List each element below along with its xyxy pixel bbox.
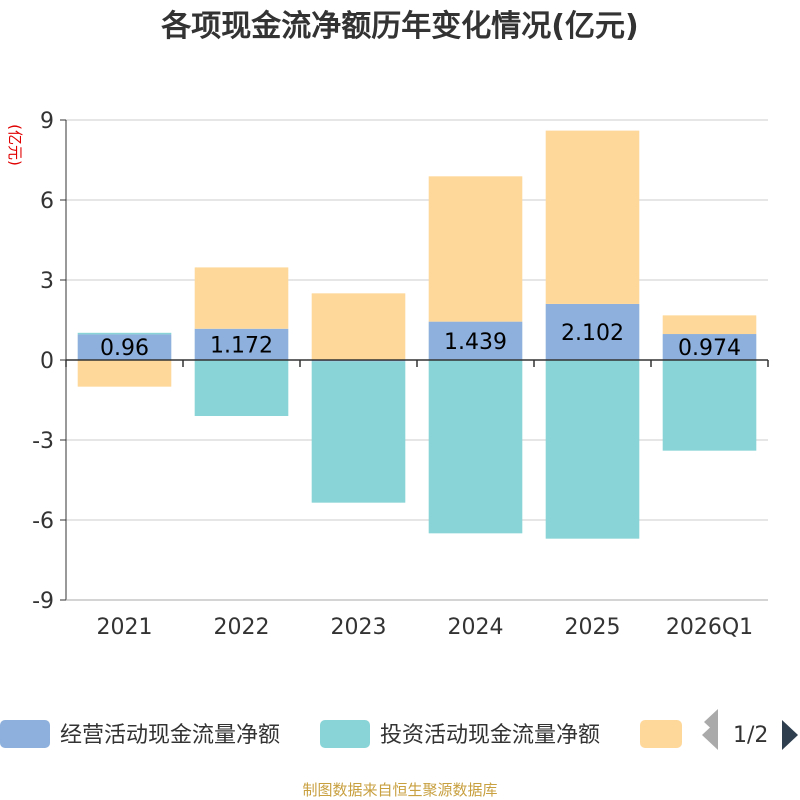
- legend-next-arrow-icon[interactable]: [782, 720, 798, 750]
- y-tick-label: 6: [40, 189, 54, 214]
- bar-2026Q1-series-0[interactable]: [662, 334, 757, 360]
- bar-2022-series-0[interactable]: [194, 328, 289, 360]
- bar-2024-series-1[interactable]: [428, 360, 523, 534]
- bar-2023-series-2[interactable]: [311, 293, 406, 360]
- axes: 9 6 3 0 -3 -6 -9 2021 2022 2023 2024 2025 2026Q1: [32, 109, 769, 640]
- x-tick-label: 2024: [448, 615, 504, 640]
- y-tick-label: 3: [40, 269, 54, 294]
- bar-2021-series-2[interactable]: [77, 360, 172, 387]
- bar-2022-series-1[interactable]: [194, 360, 289, 416]
- bar-2026Q1-series-2[interactable]: [662, 315, 757, 335]
- data-labels: 0.96 1.172 1.439 2.102 0.974: [100, 321, 741, 361]
- y-axis-unit: (亿元): [6, 124, 24, 166]
- legend-label-operating: 经营活动现金流量净额: [60, 723, 280, 748]
- y-tick-label: -9: [32, 589, 54, 614]
- legend-item-investing[interactable]: 投资活动现金流量净额: [320, 720, 600, 748]
- data-label: 0.96: [100, 336, 149, 361]
- x-tick-label: 2022: [214, 615, 270, 640]
- bar-2024-series-2[interactable]: [428, 176, 523, 322]
- legend-prev-arrow-icon-shape: [702, 720, 718, 750]
- legend-item-operating[interactable]: 经营活动现金流量净额: [0, 720, 280, 748]
- y-tick-label: -3: [32, 429, 54, 454]
- bar-2024-series-0[interactable]: [428, 321, 523, 360]
- data-source-note: 制图数据来自恒生聚源数据库: [302, 781, 497, 799]
- y-tick-label: 0: [40, 349, 54, 374]
- legend-label-investing: 投资活动现金流量净额: [380, 723, 600, 748]
- legend-swatch-operating: [0, 720, 50, 748]
- legend: 经营活动现金流量净额 投资活动现金流量净额 1/2: [0, 709, 798, 750]
- bar-2023-series-1[interactable]: [311, 361, 406, 503]
- y-tick-label: -6: [32, 509, 54, 534]
- bar-2025-series-1[interactable]: [545, 360, 640, 539]
- chart-title: 各项现金流净额历年变化情况(亿元): [160, 9, 638, 44]
- legend-page-indicator: 1/2: [733, 723, 768, 748]
- bar-2022-series-2[interactable]: [194, 267, 289, 329]
- bars: [77, 130, 757, 539]
- x-tick-label: 2021: [97, 615, 153, 640]
- legend-swatch-third: [640, 720, 682, 748]
- x-tick-label: 2026Q1: [666, 615, 753, 640]
- data-label: 2.102: [561, 321, 624, 346]
- x-tick-label: 2025: [565, 615, 621, 640]
- legend-item-third[interactable]: [640, 720, 682, 748]
- bar-2026Q1-series-1[interactable]: [662, 360, 757, 451]
- legend-swatch-investing: [320, 720, 370, 748]
- data-label: 0.974: [678, 336, 741, 361]
- bar-2021-series-0[interactable]: [77, 334, 172, 360]
- bar-2025-series-0[interactable]: [545, 303, 640, 360]
- data-label: 1.439: [444, 330, 507, 355]
- bar-2021-series-1[interactable]: [77, 332, 172, 335]
- bar-2025-series-2[interactable]: [545, 130, 640, 304]
- y-tick-label: 9: [40, 109, 54, 134]
- data-label: 1.172: [210, 333, 273, 358]
- x-tick-label: 2023: [331, 615, 387, 640]
